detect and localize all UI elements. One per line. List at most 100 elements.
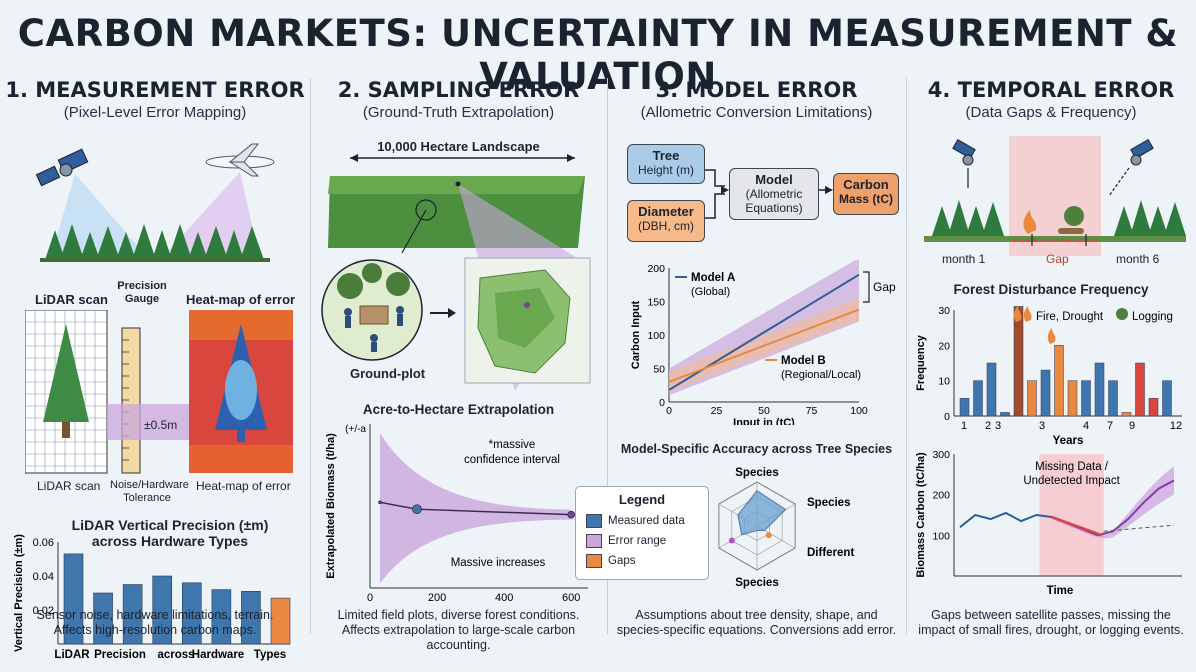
bar (1094, 362, 1105, 417)
x-tick-label: 600 (562, 592, 580, 604)
bar (1081, 380, 1091, 417)
x-tick-label: 3 (995, 420, 1001, 432)
section-subtitle: (Pixel-Level Error Mapping) (63, 104, 247, 121)
fire-icon (1023, 306, 1032, 322)
x-tick-label: Types (254, 649, 286, 661)
series-label-sub: (Global) (691, 286, 730, 298)
radar-area (737, 489, 787, 536)
data-point (567, 510, 576, 519)
flow-carbon-title: Carbon (843, 177, 889, 192)
y-axis-label: Vertical Precision (±m) (13, 534, 25, 652)
legend-label: Measured data (608, 515, 685, 528)
y-tick-label: 0 (944, 411, 950, 423)
precision-gauge (107, 327, 189, 474)
radar-axis-label: Species (735, 467, 778, 479)
missing-data-region (1039, 454, 1104, 576)
flow-diameter-sub: (DBH, cm) (638, 219, 694, 233)
sampling-illustration (321, 154, 591, 391)
y-tick-label: 20 (938, 340, 950, 352)
error-band (1051, 466, 1174, 539)
confidence-band (380, 433, 572, 584)
bar (1121, 412, 1132, 417)
gap-label: Gap (873, 280, 896, 294)
flow-model-box: Model (Allometric Equations) (729, 168, 819, 220)
satellite-icon (35, 148, 89, 187)
caption-line: Sensor noise, hardware limitations, terr… (36, 608, 274, 622)
legend-swatch (586, 534, 602, 548)
y-tick-label: 0.02 (33, 605, 54, 617)
bar (1067, 380, 1078, 417)
y-tick-label: 100 (647, 330, 665, 342)
caption-line: Gaps between satellite passes, missing t… (931, 608, 1171, 622)
forest-icon (932, 200, 1186, 236)
lidar-illustration (35, 143, 275, 262)
timeline-illustration (924, 136, 1186, 256)
page: CARBON MARKETS: UNCERTAINTY IN MEASUREME… (0, 12, 1186, 661)
fire-icon (1023, 210, 1037, 234)
main-title: CARBON MARKETS: UNCERTAINTY IN MEASUREME… (17, 12, 1179, 98)
y-tick-label: 100 (932, 530, 950, 542)
fire-icon (1047, 328, 1056, 344)
y-tick-label: 150 (647, 297, 665, 309)
flow-carbon-sub: Mass (tC) (838, 192, 893, 206)
gauge-caption: Noise/Hardware Tolerance (110, 479, 189, 504)
forest-icon (45, 224, 264, 260)
section-caption: Sensor noise, hardware limitations, terr… (0, 608, 310, 638)
legend: Legend Measured data Error range Gaps (575, 486, 709, 580)
section-title: 3. MODEL ERROR (655, 78, 858, 102)
bar (986, 362, 997, 417)
logging-icon (1058, 206, 1084, 234)
x-tick-label: 25 (711, 405, 723, 417)
annotation: *massive (489, 439, 536, 451)
x-tick-label: 3 (1039, 420, 1045, 432)
x-axis-label: Years (1053, 435, 1084, 446)
divider (310, 78, 311, 634)
x-tick-label: Precision (94, 649, 146, 661)
timeline-end-label: month 6 (1116, 252, 1160, 266)
legend-label: Gaps (608, 555, 636, 568)
flow-diameter-title: Diameter (638, 204, 694, 219)
caption-line: Affects high-resolution carbon maps. (53, 623, 257, 637)
bar (1013, 306, 1024, 417)
ground-plot-label: Ground-plot (350, 366, 426, 381)
data-point (412, 504, 422, 514)
pixel-error-figure (25, 310, 293, 474)
y-tick-label: 0 (659, 397, 665, 409)
biomass-time-chart: 100 200 300 Missing Data / Undetected Impact… (915, 449, 1182, 597)
bar (1000, 412, 1010, 417)
y-axis-label: Carbon Input (630, 300, 642, 369)
legend-item: Measured data (586, 514, 685, 528)
x-tick-label: 0 (666, 405, 672, 417)
timeline-start-label: month 1 (942, 252, 986, 266)
gauge-value: ±0.5m (144, 418, 178, 432)
heatmap (189, 310, 293, 473)
flow-model-sub: Equations) (745, 201, 803, 215)
bar (959, 398, 970, 417)
tree-icon (43, 324, 89, 438)
y-axis-label: Extrapolated Biomass (t/ha) (325, 433, 337, 579)
legend-swatch (586, 554, 602, 568)
flow-diameter-box: Diameter (DBH, cm) (627, 200, 705, 242)
annotation: Missing Data / (1035, 461, 1109, 473)
caption-line: Assumptions about tree density, shape, a… (635, 608, 878, 622)
fire-icon (1013, 306, 1022, 322)
trend-line (1103, 524, 1175, 532)
chart-title-line: LiDAR Vertical Precision (±m) (71, 517, 269, 533)
y-tick-label: 0.06 (33, 537, 54, 549)
y-tick-label: 300 (932, 449, 950, 461)
y-tick-label: (+/-a (345, 424, 366, 435)
y-tick-label: 200 (932, 490, 950, 502)
y-tick-label: 200 (647, 263, 665, 275)
section-title: 1. MEASUREMENT ERROR (5, 78, 305, 102)
scan-label: LiDAR scan (35, 292, 108, 307)
section-subtitle: (Allometric Conversion Limitations) (640, 104, 873, 121)
x-tick-label: 9 (1129, 420, 1135, 432)
section-subtitle: (Ground-Truth Extrapolation) (362, 104, 555, 121)
series-label-sub: (Regional/Local) (781, 369, 861, 381)
section-model-error: 3. MODEL ERROR (Allometric Conversion Li… (607, 70, 906, 643)
legend-label: Fire, Drought (1036, 311, 1104, 323)
series-line (959, 511, 1052, 528)
precision-bar-chart: 0.02 0.04 0.06 LiDAR Precision acrossHardware… (13, 534, 291, 661)
satellite-icon (1130, 138, 1154, 166)
